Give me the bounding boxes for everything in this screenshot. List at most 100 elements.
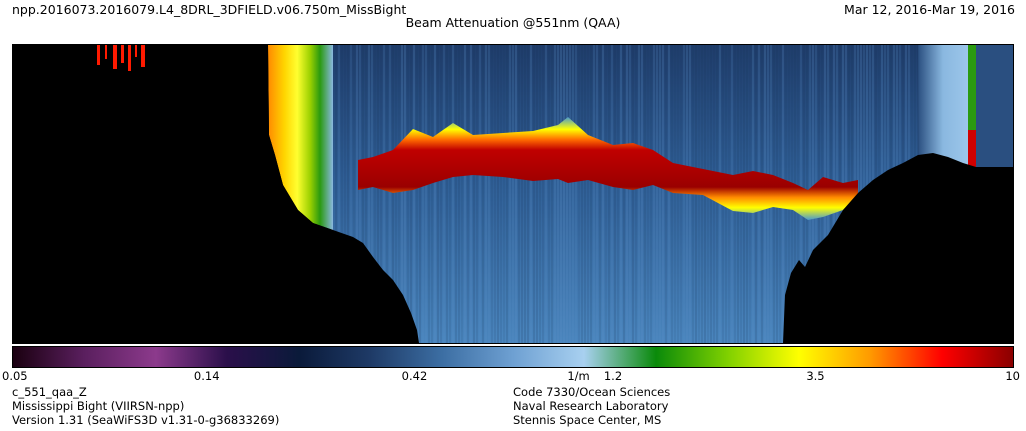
- red-speck: [113, 45, 117, 69]
- streak: [473, 45, 475, 343]
- streak: [479, 45, 481, 343]
- streak: [467, 45, 469, 343]
- streak: [590, 45, 592, 343]
- streak: [650, 45, 652, 343]
- streak: [575, 45, 577, 343]
- streak: [548, 45, 550, 343]
- red-speck: [97, 45, 100, 65]
- streak: [668, 45, 670, 343]
- chart-title: Beam Attenuation @551nm (QAA): [405, 15, 621, 30]
- streak: [638, 45, 640, 343]
- org-location: Stennis Space Center, MS: [513, 413, 662, 427]
- streak: [680, 45, 682, 343]
- colorbar: [12, 346, 1014, 368]
- streak: [335, 45, 337, 343]
- colorbar-tick-label: 0.05: [2, 369, 28, 383]
- streak: [581, 45, 583, 343]
- streak: [515, 45, 517, 343]
- streak: [623, 45, 625, 343]
- streak: [686, 45, 688, 343]
- date-range: Mar 12, 2016-Mar 19, 2016: [844, 2, 1015, 17]
- streak: [563, 45, 565, 343]
- streak: [389, 45, 391, 343]
- streak: [626, 45, 628, 343]
- streak: [602, 45, 604, 343]
- streak: [377, 45, 379, 343]
- streak: [371, 45, 373, 343]
- streak: [629, 45, 631, 343]
- streak: [596, 45, 598, 343]
- streak: [356, 45, 358, 343]
- red-speck: [128, 45, 131, 71]
- right-offshore: [976, 45, 1013, 175]
- right-green-band: [968, 45, 976, 130]
- streak: [392, 45, 394, 343]
- region-name: Mississippi Bight (VIIRSN-npp): [12, 399, 185, 413]
- streak: [551, 45, 553, 343]
- streak: [383, 45, 385, 343]
- streak: [368, 45, 370, 343]
- org-code: Code 7330/Ocean Sciences: [513, 385, 671, 399]
- streak: [416, 45, 418, 343]
- streak: [560, 45, 562, 343]
- streak: [512, 45, 514, 343]
- streak: [401, 45, 403, 343]
- streak: [386, 45, 388, 343]
- streak: [542, 45, 544, 343]
- streak: [554, 45, 556, 343]
- streak: [341, 45, 343, 343]
- streak: [506, 45, 508, 343]
- land-right: [783, 153, 1013, 343]
- streak: [455, 45, 457, 343]
- streak: [488, 45, 490, 343]
- streak: [659, 45, 661, 343]
- streak: [458, 45, 460, 343]
- org-name: Naval Research Laboratory: [513, 399, 669, 413]
- streak: [398, 45, 400, 343]
- streak: [359, 45, 361, 343]
- streak: [566, 45, 568, 343]
- streak: [464, 45, 466, 343]
- red-speck: [105, 45, 107, 59]
- streak: [671, 45, 673, 343]
- streak: [500, 45, 502, 343]
- streak: [593, 45, 595, 343]
- streak: [617, 45, 619, 343]
- streak: [353, 45, 355, 343]
- streak: [413, 45, 415, 343]
- streak: [644, 45, 646, 343]
- streak: [338, 45, 340, 343]
- streak: [572, 45, 574, 343]
- streak: [614, 45, 616, 343]
- streak: [482, 45, 484, 343]
- streak: [440, 45, 442, 343]
- streak: [410, 45, 412, 343]
- streak: [674, 45, 676, 343]
- streak: [557, 45, 559, 343]
- streak: [569, 45, 571, 343]
- red-speck: [135, 45, 137, 57]
- colorbar-tick-label: 0.42: [401, 369, 428, 383]
- streak: [632, 45, 634, 343]
- streak: [647, 45, 649, 343]
- streak: [491, 45, 493, 343]
- version-text: Version 1.31 (SeaWiFS3D v1.31-0-g3683326…: [12, 413, 280, 427]
- streak: [683, 45, 685, 343]
- streak: [518, 45, 520, 343]
- streak: [635, 45, 637, 343]
- streak: [599, 45, 601, 343]
- streak: [527, 45, 529, 343]
- streak: [665, 45, 667, 343]
- streak: [407, 45, 409, 343]
- streak: [395, 45, 397, 343]
- streak: [425, 45, 427, 343]
- streak: [587, 45, 589, 343]
- streak: [437, 45, 439, 343]
- red-speck: [141, 45, 145, 67]
- streak: [620, 45, 622, 343]
- nearshore-turbid-wedge: [268, 45, 333, 230]
- streak: [605, 45, 607, 343]
- variable-name: c_551_qaa_Z: [12, 385, 87, 399]
- streak: [653, 45, 655, 343]
- colorbar-tick-label: 10: [1005, 369, 1020, 383]
